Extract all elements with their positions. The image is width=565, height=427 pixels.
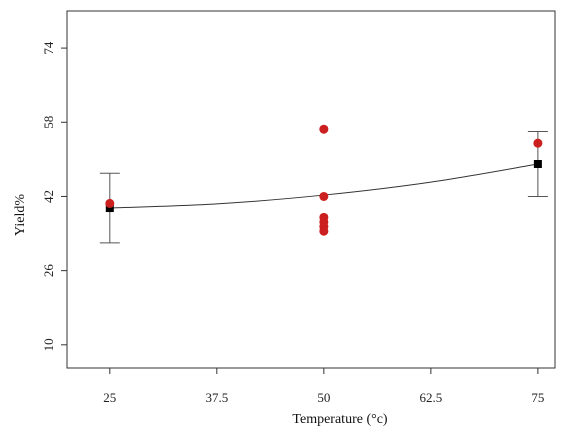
- x-tick-label: 37.5: [205, 390, 228, 405]
- x-tick-label: 62.5: [419, 390, 442, 405]
- y-axis-title: Yield%: [13, 194, 28, 236]
- observed-point: [105, 198, 115, 208]
- y-tick-label: 10: [41, 338, 56, 351]
- plot-frame: [66, 10, 556, 369]
- y-tick-label: 42: [41, 190, 56, 203]
- observed-point: [319, 191, 329, 201]
- y-axis-ticks: 10 26 42 58 74: [41, 41, 67, 351]
- y-tick-label: 58: [41, 116, 56, 129]
- x-axis-title: Temperature (°c): [292, 412, 388, 427]
- x-tick-label: 25: [103, 390, 116, 405]
- fitted-curve: [109, 163, 538, 209]
- x-tick-label: 75: [531, 390, 544, 405]
- y-tick-label: 26: [41, 264, 56, 278]
- observed-point: [319, 124, 329, 134]
- observed-point: [533, 138, 543, 148]
- observed-points: [105, 124, 543, 236]
- group-means: [105, 160, 542, 213]
- x-tick-label: 50: [317, 390, 330, 405]
- x-axis-ticks: 25 37.5 50 62.5 75: [103, 368, 544, 405]
- observed-point: [319, 226, 329, 236]
- y-tick-label: 74: [41, 41, 56, 55]
- mean-marker: [533, 160, 542, 168]
- mean-marker: [105, 204, 114, 213]
